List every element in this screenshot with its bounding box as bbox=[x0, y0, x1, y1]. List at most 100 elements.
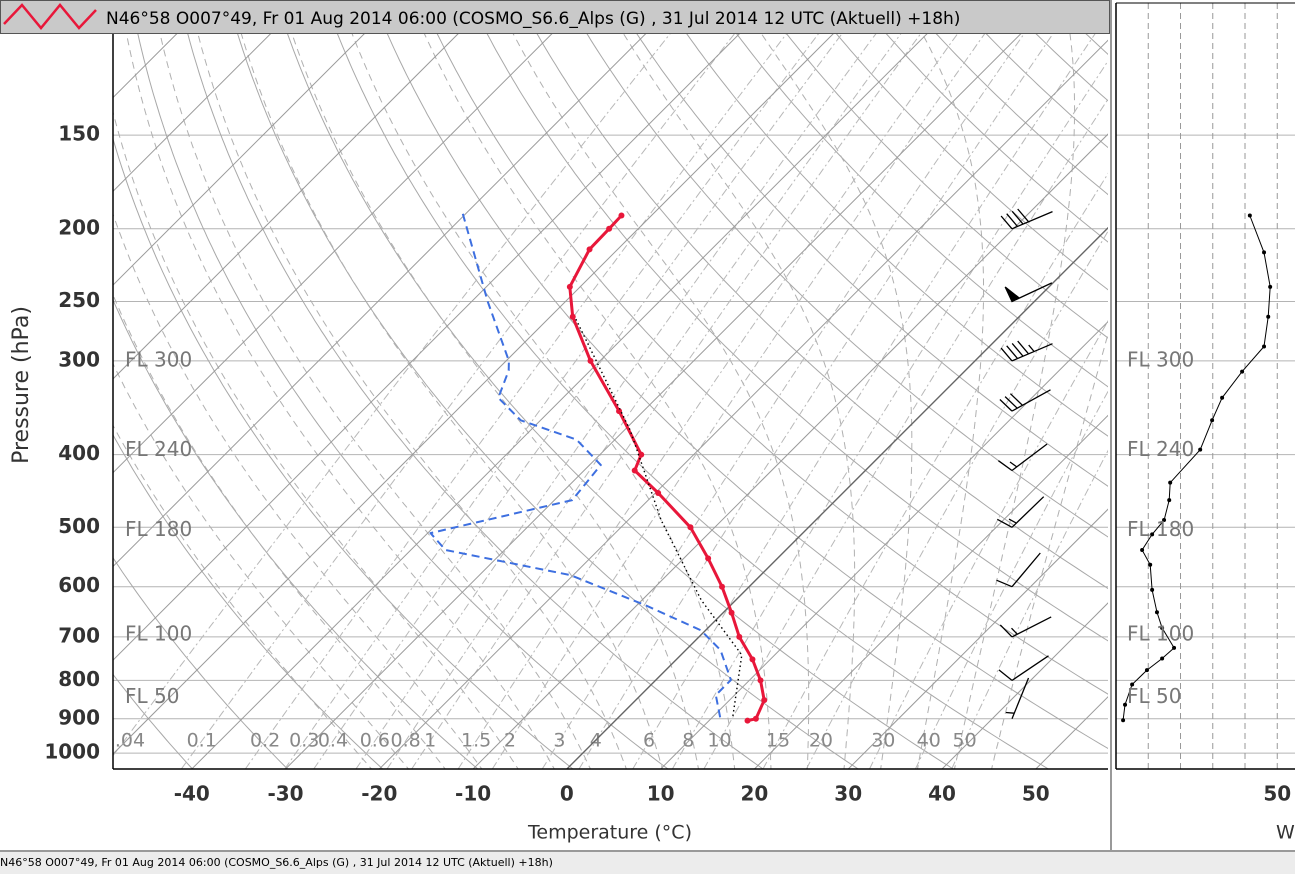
dry-adiabat bbox=[113, 137, 574, 769]
wind-speed-point bbox=[1262, 344, 1267, 349]
mixing-ratio-line bbox=[386, 0, 927, 769]
wind-barb bbox=[996, 552, 1041, 588]
wind-barb bbox=[1005, 677, 1030, 720]
mixing-ratio-label: 0.3 bbox=[289, 730, 319, 752]
wind-barb bbox=[999, 389, 1051, 412]
isotherm bbox=[285, 0, 1055, 769]
x-tick-label: -10 bbox=[455, 782, 491, 806]
dry-adiabat bbox=[808, 0, 1108, 291]
wind-speed-point bbox=[1168, 480, 1173, 485]
mixing-ratio-label: 0.2 bbox=[250, 730, 280, 752]
dry-adiabat bbox=[113, 298, 479, 769]
mixing-ratio-line bbox=[762, 172, 1108, 769]
moist-adiabat bbox=[495, 0, 810, 769]
x-tick-label: 10 bbox=[647, 782, 675, 806]
moist-adiabat bbox=[602, 0, 856, 769]
isotherm bbox=[660, 320, 1108, 769]
dry-adiabat bbox=[905, 0, 1108, 196]
mixing-ratio-line bbox=[805, 230, 1108, 769]
isotherm bbox=[191, 0, 962, 769]
profile-point bbox=[569, 313, 576, 320]
wind-speed-point bbox=[1162, 518, 1167, 523]
flight-level-label: FL 50 bbox=[125, 684, 179, 708]
mixing-ratio-label: 50 bbox=[952, 730, 976, 752]
profile-point bbox=[631, 467, 638, 474]
moist-adiabat bbox=[231, 0, 663, 769]
mixing-ratio-label: 1.5 bbox=[461, 730, 491, 752]
wind-panel bbox=[1116, 2, 1295, 769]
wind-speed-point bbox=[1210, 418, 1215, 423]
mixing-ratio-line bbox=[491, 0, 1010, 769]
mixing-ratio-label: 0.4 bbox=[318, 730, 348, 752]
profile-line bbox=[568, 214, 766, 723]
mixing-ratio-line bbox=[355, 0, 902, 769]
profile-point bbox=[719, 583, 726, 590]
x-tick-label: -20 bbox=[361, 782, 397, 806]
wind-speed-point bbox=[1148, 562, 1153, 567]
wind-speed-line bbox=[1122, 215, 1271, 721]
flight-level-label: FL 180 bbox=[125, 517, 192, 541]
profile-point bbox=[728, 609, 735, 616]
wind-barb bbox=[998, 655, 1049, 681]
dry-adiabat bbox=[113, 433, 384, 769]
moist-adiabat bbox=[189, 0, 627, 769]
wind-speed-point bbox=[1172, 645, 1177, 650]
profile-point bbox=[566, 283, 573, 290]
mixing-ratio-label: 40 bbox=[917, 730, 941, 752]
isotherm bbox=[113, 0, 493, 380]
y-axis-title: Pressure (hPa) bbox=[9, 306, 34, 464]
y-tick-label: 1000 bbox=[44, 740, 100, 764]
moist-adiabat bbox=[991, 332, 1108, 769]
dry-adiabat bbox=[566, 0, 1108, 538]
mixing-ratio-line bbox=[671, 60, 1108, 769]
isotherm bbox=[113, 0, 399, 286]
wind-barb bbox=[1000, 340, 1053, 362]
wind-speed-point bbox=[1262, 250, 1267, 255]
x-tick-label: 0 bbox=[560, 782, 574, 806]
isotherm bbox=[113, 0, 774, 661]
dry-adiabat bbox=[372, 0, 1108, 750]
flight-level-label: FL 300 bbox=[125, 347, 192, 371]
x-tick-label: 50 bbox=[1022, 782, 1050, 806]
y-tick-label: 900 bbox=[58, 705, 100, 729]
wind-speed-point bbox=[1144, 668, 1149, 673]
mixing-ratio-label: 10 bbox=[707, 730, 731, 752]
wind-barb bbox=[999, 616, 1052, 638]
mixing-ratio-label: 3 bbox=[553, 730, 565, 752]
mixing-ratio-label: 6 bbox=[643, 730, 655, 752]
mixing-ratio-label: 15 bbox=[766, 730, 790, 752]
x-tick-label: 30 bbox=[834, 782, 862, 806]
wind-speed-point bbox=[1160, 656, 1165, 661]
flight-level-label: FL 100 bbox=[1127, 622, 1194, 646]
dry-adiabat bbox=[113, 556, 288, 769]
profile-line bbox=[429, 213, 732, 721]
header-title: N46°58 O007°49, Fr 01 Aug 2014 06:00 (CO… bbox=[106, 9, 960, 29]
mixing-ratio-line bbox=[113, 0, 698, 757]
moist-adiabat bbox=[113, 293, 446, 769]
y-tick-label: 600 bbox=[58, 573, 100, 597]
moist-adiabat bbox=[339, 0, 736, 769]
profile-point bbox=[618, 212, 625, 219]
profile-point bbox=[587, 357, 594, 364]
isotherm bbox=[113, 0, 305, 193]
profile-point bbox=[749, 656, 756, 663]
isotherm bbox=[113, 0, 587, 474]
mixing-ratio-line bbox=[703, 98, 1108, 769]
moist-adiabat bbox=[113, 110, 519, 769]
header-icon bbox=[3, 3, 97, 30]
flight-level-label: FL 50 bbox=[1127, 684, 1181, 708]
plot-area: 0.040.10.20.30.40.60.811.523468101520304… bbox=[113, 0, 1108, 769]
mixing-ratio-line bbox=[869, 319, 1108, 769]
x-axis-title: Temperature (°C) bbox=[527, 822, 692, 844]
wind-speed-point bbox=[1154, 610, 1159, 615]
wind-speed-point bbox=[1121, 718, 1126, 723]
profile-point bbox=[744, 717, 751, 724]
dry-adiabat bbox=[663, 0, 1108, 437]
x-tick-label: -40 bbox=[174, 782, 210, 806]
isotherm bbox=[754, 414, 1108, 769]
dry-adiabat bbox=[420, 0, 1108, 695]
mixing-ratio-label: 0.6 bbox=[360, 730, 390, 752]
dry-adiabat bbox=[275, 0, 954, 769]
profile-line bbox=[575, 318, 743, 719]
